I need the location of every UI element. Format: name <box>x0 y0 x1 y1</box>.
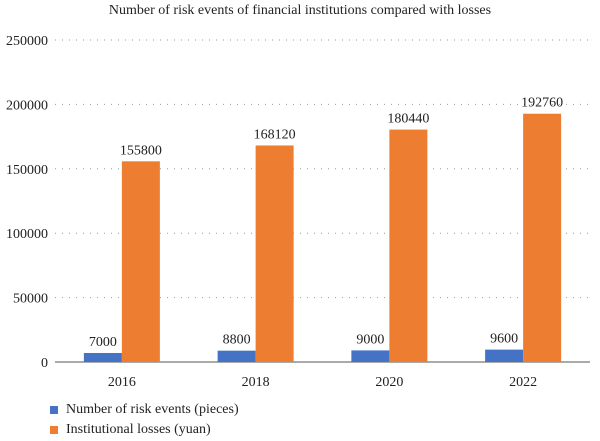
bar-risk-events <box>485 349 524 362</box>
x-tick-label: 2016 <box>108 375 136 390</box>
data-label: 9000 <box>356 332 384 347</box>
bar-risk-events <box>83 352 122 362</box>
bar-risk-events <box>351 350 390 362</box>
data-labels: 7000 155800 8800 168120 9000 180440 9600 192760 <box>89 96 563 350</box>
bar-institutional-losses <box>255 145 294 362</box>
bar-institutional-losses <box>389 129 428 362</box>
y-tick-label: 50000 <box>13 292 48 307</box>
legend-label-risk-events: Number of risk events (pieces) <box>66 402 239 417</box>
x-tick-label: 2022 <box>509 375 537 390</box>
bars <box>83 113 562 362</box>
y-tick-label: 150000 <box>6 163 48 178</box>
data-label: 180440 <box>387 112 429 127</box>
x-tick-label: 2018 <box>242 375 270 390</box>
x-axis-ticks: 2016 2018 2020 2022 <box>108 375 537 390</box>
y-axis-ticks: 0 50000 100000 150000 200000 250000 <box>6 34 48 371</box>
data-label: 192760 <box>521 96 563 111</box>
data-label: 155800 <box>120 143 162 158</box>
data-label: 8800 <box>223 333 251 348</box>
data-label: 9600 <box>490 332 518 347</box>
bar-risk-events <box>217 350 256 362</box>
legend-swatch-institutional-losses <box>50 426 58 434</box>
bar-institutional-losses <box>523 113 562 362</box>
legend: Number of risk events (pieces) Instituti… <box>50 400 239 440</box>
y-tick-label: 100000 <box>6 227 48 242</box>
x-tick-label: 2020 <box>375 375 403 390</box>
legend-item-risk-events: Number of risk events (pieces) <box>50 400 239 420</box>
legend-swatch-risk-events <box>50 406 58 414</box>
legend-item-institutional-losses: Institutional losses (yuan) <box>50 420 239 440</box>
y-tick-label: 0 <box>41 356 48 371</box>
data-label: 7000 <box>89 335 117 350</box>
y-tick-label: 250000 <box>6 34 48 49</box>
y-tick-label: 200000 <box>6 98 48 113</box>
bar-institutional-losses <box>121 161 160 362</box>
chart-title: Number of risk events of financial insti… <box>108 3 492 18</box>
data-label: 168120 <box>254 127 296 142</box>
legend-label-institutional-losses: Institutional losses (yuan) <box>66 422 211 437</box>
